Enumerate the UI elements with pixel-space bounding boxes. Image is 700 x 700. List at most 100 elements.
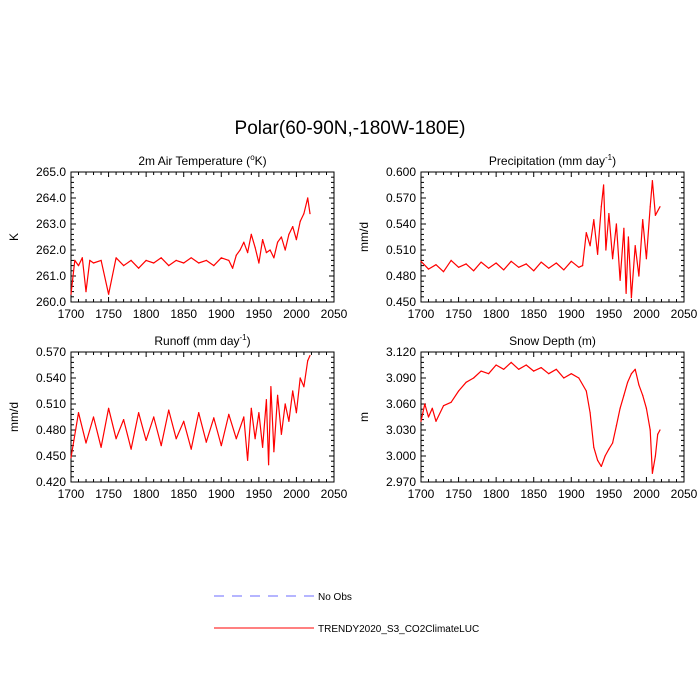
x-tick-label: 1900: [558, 307, 585, 321]
data-point: [100, 259, 102, 261]
title-superscript: -1: [240, 333, 248, 342]
data-point: [205, 441, 207, 443]
title-part: Snow Depth (m): [509, 334, 596, 348]
y-tick-label: 263.0: [36, 217, 66, 231]
y-tick-label: 0.450: [36, 449, 66, 463]
chart-panels: 2m Air Temperature (oK) K 1700 1750 1800 1850…: [7, 153, 698, 501]
data-point: [420, 420, 422, 422]
y-tick-label: 0.450: [386, 295, 416, 309]
data-point: [634, 368, 636, 370]
data-point: [503, 368, 505, 370]
data-point: [175, 438, 177, 440]
y-tick-label: 0.420: [36, 475, 66, 489]
data-point: [612, 258, 614, 260]
data-point: [74, 259, 76, 261]
data-point: [533, 370, 535, 372]
data-point: [488, 373, 490, 375]
data-point: [309, 213, 311, 215]
x-tick-label: 1800: [133, 487, 160, 501]
data-point: [247, 252, 249, 254]
title-part: ): [247, 334, 251, 348]
data-point: [77, 265, 80, 267]
plot-frame-snow-depth: [420, 351, 685, 483]
data-point: [612, 442, 614, 444]
data-point: [495, 262, 497, 264]
data-point: [555, 368, 557, 370]
data-point: [638, 275, 640, 277]
data-point: [85, 291, 87, 293]
data-point: [160, 257, 162, 259]
data-point: [589, 245, 591, 247]
data-point: [299, 220, 301, 222]
x-tick-label: 1700: [58, 487, 85, 501]
data-point: [85, 442, 87, 444]
data-point: [582, 265, 584, 267]
y-tick-label: 0.540: [386, 217, 416, 231]
data-point: [220, 445, 222, 447]
data-point: [510, 260, 512, 262]
series-line-snow-depth: [420, 361, 661, 474]
x-tick-label: 1700: [408, 307, 435, 321]
data-point: [303, 213, 305, 215]
data-point: [623, 227, 625, 229]
data-point: [555, 262, 557, 264]
x-tick-label: 1800: [483, 487, 510, 501]
x-tick-label: 2000: [283, 307, 310, 321]
y-axis-label-snow-depth: m: [357, 412, 371, 422]
x-tick-label: 2000: [633, 487, 660, 501]
data-point: [123, 265, 125, 267]
data-point: [288, 420, 290, 422]
y-tick-label: 3.090: [386, 371, 416, 385]
figure-title: Polar(60-90N,-180W-180E): [235, 118, 466, 139]
title-superscript: -1: [605, 153, 613, 162]
y-tick-label: 262.0: [36, 243, 66, 257]
data-point: [495, 364, 497, 366]
data-point: [138, 267, 140, 269]
data-point: [570, 373, 572, 375]
data-point: [585, 390, 587, 392]
data-point: [435, 264, 437, 266]
data-point: [123, 419, 125, 421]
x-tick-label: 1750: [95, 307, 122, 321]
data-point: [540, 261, 542, 263]
data-point: [295, 239, 297, 241]
x-tick-label: 1700: [408, 487, 435, 501]
data-point: [153, 262, 155, 264]
data-point: [270, 386, 272, 388]
y-tick-label: 3.030: [386, 423, 416, 437]
data-point: [243, 241, 245, 243]
data-point: [108, 407, 110, 409]
data-point: [183, 420, 185, 422]
data-point: [280, 236, 282, 238]
x-tick-label: 1950: [246, 487, 273, 501]
plot-frame-temperature: [70, 171, 335, 303]
data-point: [108, 293, 110, 295]
y-tick-label: 0.510: [386, 243, 416, 257]
data-point: [153, 416, 155, 418]
data-point: [638, 384, 640, 386]
data-point: [603, 184, 605, 186]
data-point: [130, 448, 132, 450]
data-point: [247, 459, 249, 461]
data-point: [651, 180, 654, 182]
data-point: [183, 262, 185, 264]
legend: No Obs TRENDY2020_S3_CO2ClimateLUC: [214, 592, 479, 635]
data-point: [115, 438, 117, 440]
title-part: K): [255, 154, 267, 168]
series-line-runoff: [70, 355, 311, 466]
panel-precipitation: Precipitation (mm day-1) mm/d 1700 1750 1800…: [357, 153, 698, 321]
data-point: [634, 245, 636, 247]
data-point: [540, 367, 542, 369]
x-tick-label: 1850: [520, 307, 547, 321]
data-point: [250, 407, 252, 409]
data-point: [585, 232, 587, 234]
data-point: [175, 259, 177, 261]
data-point: [465, 381, 467, 383]
data-point: [89, 259, 91, 261]
x-tick-label: 1700: [58, 307, 85, 321]
data-point: [243, 416, 245, 418]
x-tick-label: 1750: [445, 487, 472, 501]
x-tick-label: 1850: [170, 487, 197, 501]
data-point: [593, 219, 595, 221]
